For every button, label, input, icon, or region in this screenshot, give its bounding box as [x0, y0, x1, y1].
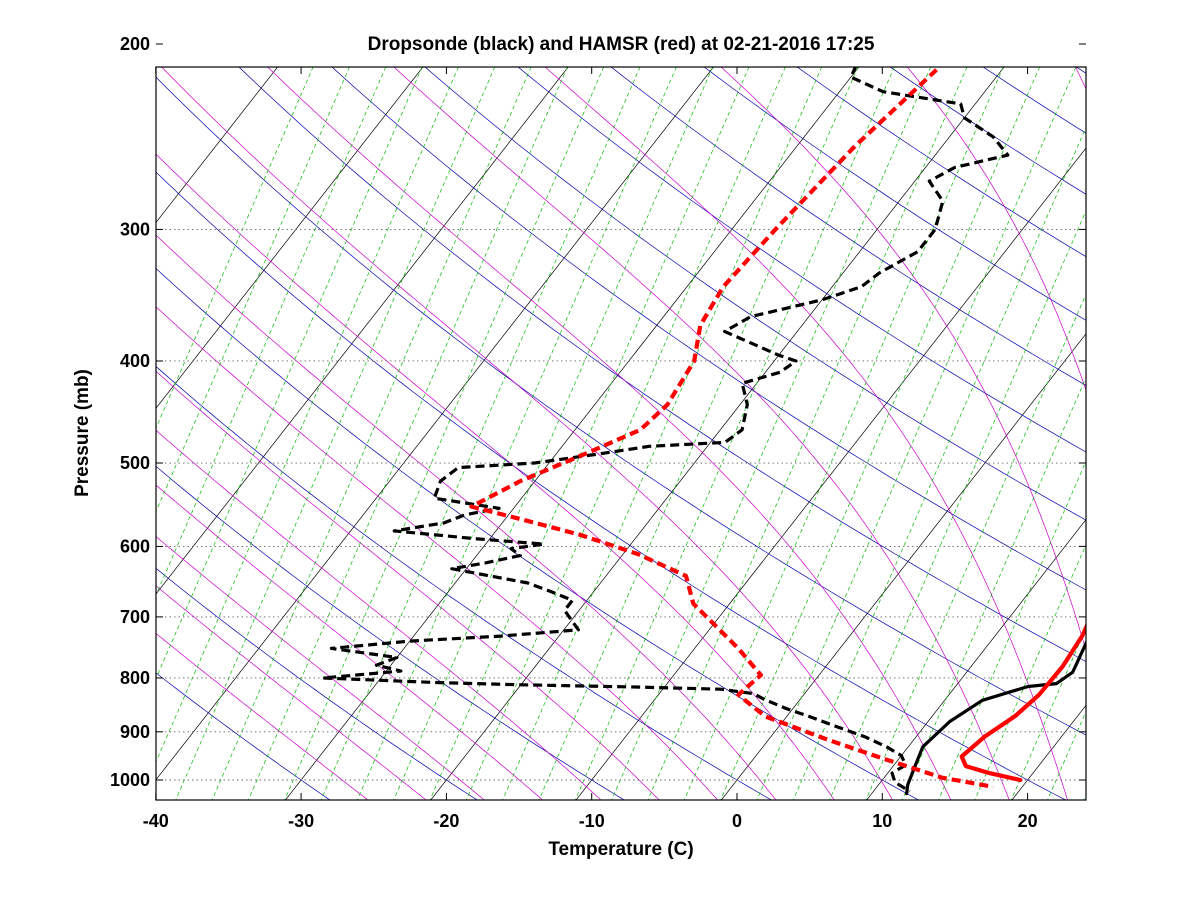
- moist-adiabat-line: [267, 67, 952, 800]
- dry-adiabat-line: [156, 366, 773, 800]
- moist-adiabat-line: [156, 153, 835, 800]
- dry-adiabat-line: [517, 67, 1086, 453]
- isotherm-line: [156, 67, 424, 409]
- y-tick-label: 300: [120, 219, 150, 239]
- dry-adiabat-line: [796, 67, 1086, 258]
- dry-adiabat-line: [156, 567, 478, 800]
- dry-adiabat-line: [156, 267, 920, 800]
- isotherm-line: [156, 67, 569, 595]
- chart-title: Dropsonde (black) and HAMSR (red) at 02-…: [368, 34, 875, 55]
- moist-adiabat-line: [544, 67, 1068, 800]
- moist-adiabat-line: [156, 484, 544, 800]
- dry-adiabat-line: [424, 67, 1086, 521]
- isotherm-line: [285, 67, 860, 800]
- dry-adiabat-line: [1141, 0, 1200, 802]
- y-tick-label: 600: [120, 536, 150, 556]
- isotherm-line: [156, 67, 714, 781]
- moist-adiabat-line: [156, 536, 485, 800]
- x-tick-label: 10: [872, 811, 892, 831]
- y-tick-label: 400: [120, 351, 150, 371]
- x-axis-label: Temperature (C): [548, 839, 693, 860]
- plot-background: [156, 67, 1086, 800]
- isotherm-line: [866, 519, 1086, 800]
- dry-adiabat-line: [156, 76, 1086, 736]
- moist-adiabat-line: [156, 632, 369, 800]
- y-tick-label: 200: [120, 34, 150, 54]
- mixing-ratio-line: [1119, 0, 1200, 802]
- x-tick-label: -20: [433, 811, 459, 831]
- hamsr-temperature-line: [959, 622, 1086, 783]
- moist-adiabat-line: [156, 306, 718, 800]
- dry-adiabat-line: [331, 67, 1086, 591]
- y-tick-label: 900: [120, 722, 150, 742]
- moist-adiabat-line: [1154, 0, 1200, 802]
- moist-adiabat-line: [156, 370, 660, 800]
- isotherm-line: [430, 67, 1005, 800]
- moist-adiabat-line: [156, 429, 602, 800]
- isotherm-line: [720, 333, 1086, 800]
- isotherm-line: [1155, 0, 1200, 802]
- mixing-ratio-line: [1083, 794, 1086, 800]
- background-lines: [0, 0, 1200, 802]
- moist-adiabat-line: [393, 67, 1010, 800]
- dry-adiabat-line: [156, 171, 1067, 800]
- moist-adiabat-line: [906, 67, 1086, 392]
- dry-adiabat-line: [238, 67, 1086, 662]
- y-tick-label: 800: [120, 668, 150, 688]
- dry-adiabat-line: [156, 672, 331, 800]
- profile-series: [321, 67, 1086, 796]
- x-tick-label: 20: [1018, 811, 1038, 831]
- y-axis-label: Pressure (mb): [72, 369, 93, 497]
- x-tick-label: -30: [288, 811, 314, 831]
- isotherm-line: [575, 147, 1086, 800]
- mixing-ratio-line: [1155, 0, 1200, 802]
- x-tick-label: 0: [732, 811, 742, 831]
- dry-adiabat-line: [703, 67, 1086, 321]
- y-tick-label: 500: [120, 453, 150, 473]
- isotherm-line: [0, 0, 133, 802]
- moist-adiabat-line: [156, 585, 427, 800]
- y-tick-label: 1000: [110, 770, 150, 790]
- x-tick-label: -40: [143, 811, 169, 831]
- dropsonde-temperature-line: [904, 639, 1086, 796]
- y-tick-label: 700: [120, 607, 150, 627]
- axis-ticks: -40 -30 -20 -10 0 10 20 200 300 400 500 600 700 800 90…: [110, 34, 1086, 831]
- dry-adiabat-line: [610, 67, 1086, 386]
- mixing-ratio-line: [1192, 0, 1200, 802]
- moist-adiabat-line: [156, 234, 777, 800]
- plot-frame: [155, 66, 1087, 801]
- dropsonde-dewpoint-line: [321, 67, 1010, 793]
- dry-adiabat-line: [156, 465, 625, 800]
- x-tick-label: -10: [579, 811, 605, 831]
- pressure-grid: [156, 228, 1086, 781]
